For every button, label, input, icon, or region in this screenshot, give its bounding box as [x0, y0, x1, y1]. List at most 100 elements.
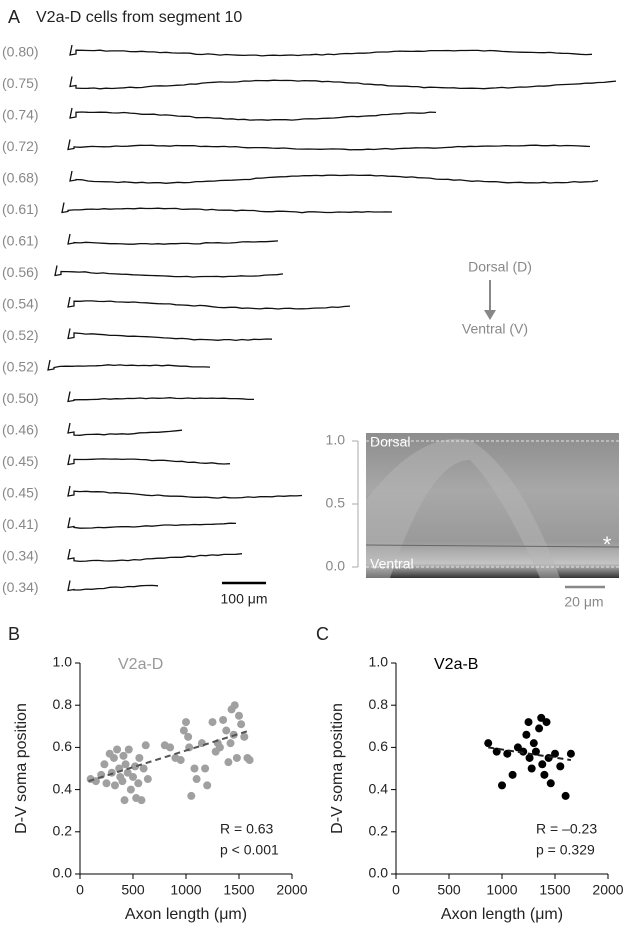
point: [535, 724, 544, 733]
point: [235, 711, 243, 720]
axon-trace: [67, 422, 183, 436]
point: [120, 796, 129, 805]
point: [179, 726, 188, 735]
point: [182, 718, 190, 727]
soma-position: (0.34): [2, 579, 39, 595]
axon-trace: [61, 202, 393, 214]
x-tick-label: 0: [76, 882, 84, 898]
point: [551, 749, 559, 758]
annotation: p = 0.329: [536, 842, 595, 858]
point: [546, 779, 555, 788]
inset-scale-label: 20 μm: [564, 594, 603, 610]
axon-trace: [67, 233, 279, 245]
y-tick-label: 0.0: [369, 865, 389, 881]
y-tick-label: 0.2: [369, 823, 389, 839]
point: [126, 785, 135, 794]
annotation: R = 0.63: [220, 821, 274, 837]
point: [556, 762, 565, 771]
point: [129, 772, 137, 781]
axon-trace: [67, 454, 231, 466]
y-axis-label: D-V soma position: [13, 703, 30, 834]
y-tick-label: 0.8: [369, 696, 389, 712]
point: [109, 753, 118, 762]
axon-trace: [67, 139, 591, 151]
point: [219, 715, 228, 724]
point: [224, 758, 233, 767]
point: [561, 791, 570, 800]
point: [230, 701, 239, 710]
point: [237, 720, 246, 729]
point: [135, 753, 144, 762]
point: [141, 741, 150, 750]
point: [190, 764, 199, 773]
point: [121, 760, 130, 769]
soma-position: (0.56): [2, 264, 39, 280]
soma-position: (0.61): [2, 233, 39, 249]
soma-position: (0.41): [2, 516, 39, 532]
x-tick-label: 1000: [486, 882, 517, 898]
soma-position: (0.74): [2, 107, 39, 123]
panel-label: B: [8, 624, 20, 644]
tissue-shape: [366, 438, 560, 578]
point: [522, 730, 531, 739]
point: [240, 732, 249, 741]
axon-trace: [67, 328, 273, 342]
point: [215, 743, 224, 752]
point: [143, 775, 152, 784]
point: [187, 791, 196, 800]
y-tick-label: 0.6: [53, 738, 73, 754]
ventral-label: Ventral (V): [462, 321, 528, 337]
point: [232, 753, 241, 762]
y-tick-label: 0.0: [53, 865, 73, 881]
x-axis-label: Axon length (μm): [441, 906, 563, 923]
point: [203, 781, 212, 790]
point: [527, 764, 536, 773]
chart-title: V2a-B: [434, 656, 478, 673]
trend-line: [488, 746, 572, 762]
point: [134, 779, 143, 788]
point: [137, 796, 146, 805]
inset-tick-label: 1.0: [326, 432, 346, 448]
axon-trace: [69, 44, 593, 57]
panel-label: C: [316, 624, 329, 644]
dorsal-label: Dorsal (D): [468, 259, 532, 275]
annotation: p < 0.001: [220, 842, 279, 858]
x-tick-label: 1500: [539, 882, 570, 898]
y-tick-label: 0.2: [53, 823, 73, 839]
point: [184, 732, 193, 741]
point: [524, 718, 533, 727]
point: [110, 781, 119, 790]
soma-position: (0.54): [2, 296, 39, 312]
axon-trace: [47, 359, 211, 371]
soma-position: (0.75): [2, 75, 39, 91]
point: [484, 739, 493, 748]
point: [119, 751, 128, 760]
x-tick-label: 1500: [223, 882, 254, 898]
point: [531, 747, 540, 756]
point: [197, 739, 206, 748]
soma-position: (0.61): [2, 201, 39, 217]
y-tick-label: 0.6: [369, 738, 389, 754]
soma-position: (0.45): [2, 453, 39, 469]
point: [113, 745, 122, 754]
point: [508, 770, 517, 779]
annotation: R = –0.23: [536, 821, 597, 837]
soma-position: (0.52): [2, 327, 39, 343]
y-axis-label: D-V soma position: [329, 703, 346, 834]
point: [529, 739, 538, 748]
point: [226, 739, 235, 748]
point: [166, 743, 175, 752]
y-tick-label: 1.0: [53, 654, 73, 670]
point: [131, 762, 140, 771]
arrow-head: [484, 310, 496, 320]
axon-trace: [54, 265, 284, 278]
soma-position: (0.72): [2, 138, 39, 154]
axon-trace: [67, 296, 351, 310]
axon-trace: [69, 107, 437, 121]
point: [498, 781, 506, 790]
panel-title: V2a-D cells from segment 10: [36, 9, 242, 26]
point: [118, 777, 127, 786]
soma-position: (0.45): [2, 485, 39, 501]
point: [538, 760, 547, 769]
